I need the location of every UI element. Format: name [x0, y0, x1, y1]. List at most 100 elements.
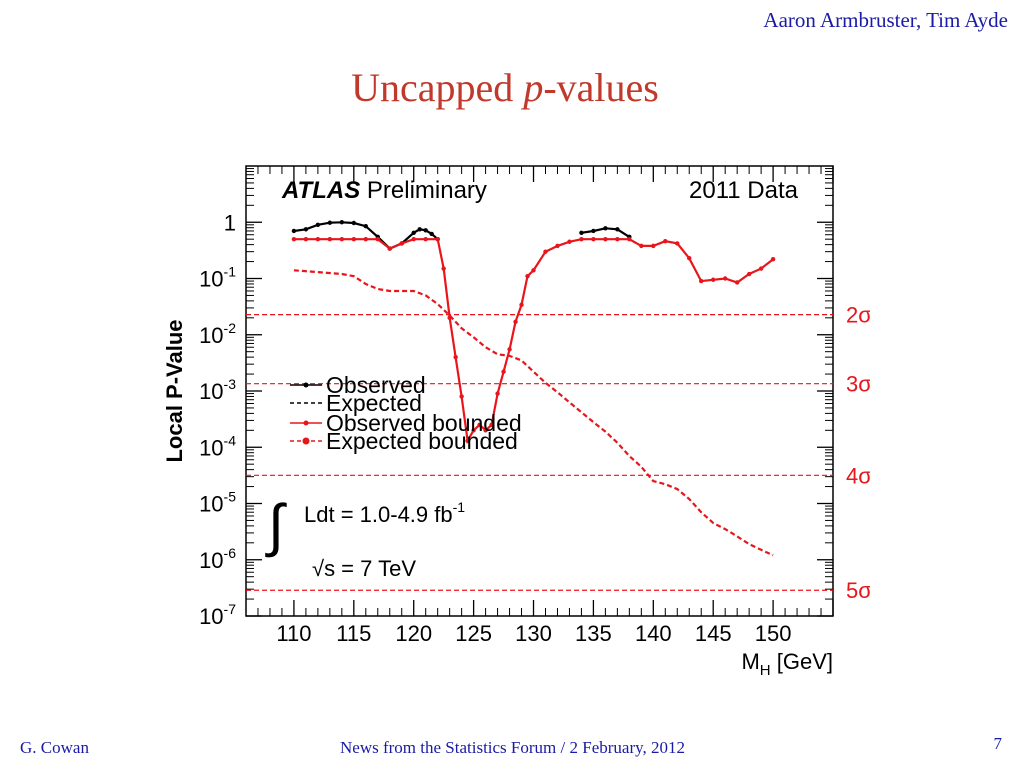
integral-sign: ∫: [265, 493, 287, 558]
x-tick-label: 135: [575, 621, 612, 646]
data-point: [525, 273, 530, 279]
data-point: [423, 236, 428, 242]
data-point: [399, 241, 404, 246]
data-point: [387, 246, 392, 251]
x-tick-label: 125: [455, 621, 492, 646]
sigma-label: 3σ: [846, 372, 870, 397]
data-point: [591, 236, 596, 242]
data-point: [477, 422, 482, 428]
data-point: [555, 243, 560, 249]
y-tick-label: 10-1: [199, 264, 236, 292]
x-tick-label: 115: [336, 621, 371, 646]
y-tick-label: 1: [224, 210, 236, 235]
slide-title-suffix: -values: [543, 65, 659, 110]
slide-title: Uncapped p-values: [0, 64, 1010, 111]
data-point: [327, 236, 333, 242]
data-point: [770, 257, 776, 262]
y-tick-label: 10-3: [199, 376, 236, 404]
data-point: [303, 236, 309, 242]
x-axis-label: MH [GeV]: [741, 649, 833, 679]
luminosity-label: Ldt = 1.0-4.9 fb-1: [304, 499, 465, 527]
data-point: [746, 271, 752, 277]
p-value-chart: 1 10-1 10-2 10-3 10-4 10-5 10-6 10-7 110 115 120 12…: [162, 165, 870, 679]
data-point: [603, 226, 608, 231]
data-point: [411, 230, 416, 235]
data-point: [411, 236, 416, 242]
data-point: [363, 236, 368, 242]
data-point: [339, 220, 345, 225]
data-point: [291, 236, 297, 242]
data-point: [471, 428, 476, 433]
legend-marker: [303, 382, 309, 388]
data-point: [758, 266, 764, 271]
data-point: [453, 354, 458, 360]
x-tick-label: 120: [395, 621, 432, 646]
data-point: [639, 243, 644, 249]
data-point: [339, 236, 345, 242]
data-point: [519, 302, 524, 308]
legend-label: Expected: [326, 390, 422, 416]
x-tick-label: 130: [515, 621, 552, 646]
sigma-label: 4σ: [846, 463, 870, 488]
data-point: [315, 236, 321, 242]
data-point: [327, 220, 333, 225]
data-point: [591, 228, 596, 234]
y-tick-label: 10-7: [199, 601, 236, 629]
y-tick-label: 10-4: [199, 432, 236, 460]
data-point: [303, 227, 309, 232]
series-line: [293, 269, 774, 557]
legend-label: Observed bounded: [326, 410, 522, 436]
data-point: [465, 438, 470, 444]
legend-marker: [303, 420, 309, 426]
data-point: [579, 236, 584, 242]
y-tick-label: 10-5: [199, 489, 236, 517]
data-point: [435, 236, 440, 242]
experiment-label: ATLAS Preliminary: [281, 177, 487, 204]
data-point: [734, 280, 740, 285]
data-point: [501, 369, 506, 374]
data-point: [687, 255, 692, 261]
data-point: [543, 249, 548, 254]
data-point: [579, 230, 584, 235]
data-point: [423, 228, 428, 233]
legend-label: Observed: [326, 372, 426, 398]
data-point: [375, 236, 380, 242]
x-tick-label: 140: [635, 621, 672, 646]
data-point: [627, 236, 632, 242]
footer-event: News from the Statistics Forum / 2 Febru…: [340, 738, 685, 757]
sigma-label: 2σ: [846, 303, 870, 328]
data-point: [722, 276, 728, 281]
y-axis-label: Local P-Value: [162, 319, 187, 462]
sigma-label: 5σ: [846, 578, 870, 603]
data-point: [603, 236, 608, 242]
data-point: [363, 224, 368, 229]
data-point: [495, 391, 500, 396]
data-point: [351, 236, 357, 242]
slide-title-variable: p: [523, 65, 544, 110]
data-point: [663, 239, 668, 244]
data-point: [489, 422, 494, 428]
y-tick-label: 10-6: [199, 545, 236, 573]
data-point: [513, 319, 518, 324]
legend-label: Expected bounded: [326, 428, 518, 454]
data-label: 2011 Data: [689, 177, 799, 204]
energy-label: √s = 7 TeV: [312, 556, 416, 581]
data-point: [651, 243, 656, 249]
data-point: [315, 222, 321, 228]
legend-marker: [302, 437, 310, 445]
data-point: [441, 266, 446, 271]
data-point: [711, 277, 716, 282]
data-point: [615, 236, 620, 242]
x-tick-label: 145: [695, 621, 732, 646]
footer-author: G. Cowan: [20, 738, 89, 757]
slide-title-prefix: Uncapped: [351, 65, 524, 110]
data-point: [675, 241, 680, 246]
data-point: [459, 394, 464, 399]
x-tick-label: 150: [755, 621, 792, 646]
x-tick-label: 110: [276, 621, 311, 646]
data-point: [483, 428, 488, 433]
data-point: [351, 220, 357, 226]
data-point: [429, 231, 434, 237]
data-point: [531, 268, 536, 273]
data-point: [291, 228, 297, 234]
